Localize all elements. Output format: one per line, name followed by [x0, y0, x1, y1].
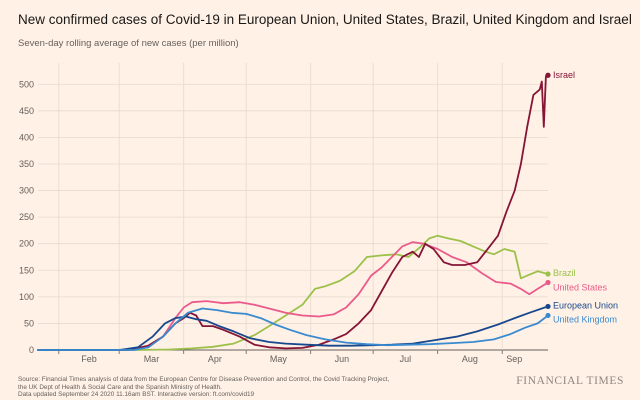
- x-tick-label: May: [270, 354, 288, 364]
- legend-label-brazil: Brazil: [553, 268, 576, 278]
- source-note: Source: Financial Times analysis of data…: [18, 376, 390, 383]
- line-chart: 0 50 100 150 200 250 300 350 400 450 500 Feb Mar Apr…: [19, 63, 618, 364]
- y-tick-label: 450: [19, 106, 34, 116]
- ft-logo: FINANCIAL TIMES: [516, 375, 624, 387]
- series-lines: [37, 74, 549, 351]
- y-tick-label: 250: [19, 212, 34, 222]
- x-tick-label: Sep: [506, 354, 522, 364]
- y-axis: 0 50 100 150 200 250 300 350 400 450 500: [19, 79, 34, 355]
- y-tick-label: 500: [19, 79, 34, 89]
- y-tick-label: 0: [29, 345, 34, 355]
- series-line-european-union: [37, 305, 549, 351]
- chart-title: New confirmed cases of Covid-19 in Europ…: [18, 12, 632, 27]
- end-dot-israel: [545, 72, 551, 78]
- y-tick-label: 350: [19, 159, 34, 169]
- footer-notes: Source: Financial Times analysis of data…: [18, 376, 448, 399]
- y-tick-label: 150: [19, 265, 34, 275]
- y-tick-label: 400: [19, 132, 34, 142]
- legend-label-united-kingdom: United Kingdom: [553, 314, 617, 324]
- end-dot-brazil: [545, 271, 551, 277]
- x-tick-label: Jun: [335, 354, 350, 364]
- x-tick-label: Feb: [81, 354, 97, 364]
- series-line-united-states: [37, 241, 549, 351]
- chart-subtitle: Seven-day rolling average of new cases (…: [18, 38, 239, 49]
- x-tick-label: Mar: [144, 354, 160, 364]
- legend-label-israel: Israel: [553, 70, 575, 80]
- x-axis: Feb Mar Apr May Jun Jul Aug Sep: [58, 350, 522, 364]
- end-dot-european-union: [545, 303, 551, 310]
- x-tick-label: Aug: [462, 354, 478, 364]
- x-tick-label: Jul: [400, 354, 412, 364]
- y-tick-label: 200: [19, 239, 34, 249]
- end-dot-united-kingdom: [545, 312, 551, 319]
- series-line-brazil: [37, 234, 549, 351]
- updated-note: Data updated September 24 2020 11.16am B…: [18, 391, 255, 399]
- y-tick-label: 100: [19, 292, 34, 302]
- series-line-united-kingdom: [37, 307, 549, 351]
- x-tick-label: Apr: [208, 354, 222, 364]
- legend: Brazil United States Israel European Union U…: [545, 70, 618, 324]
- end-dot-united-states: [545, 279, 551, 286]
- y-tick-label: 50: [24, 318, 34, 328]
- y-tick-label: 300: [19, 186, 34, 196]
- legend-label-european-union: European Union: [553, 300, 618, 310]
- series-line-israel: [37, 74, 549, 351]
- source-note-continued: the UK Dept of Health & Social Care and …: [18, 383, 222, 391]
- legend-label-united-states: United States: [553, 283, 608, 293]
- gridlines: [38, 63, 548, 351]
